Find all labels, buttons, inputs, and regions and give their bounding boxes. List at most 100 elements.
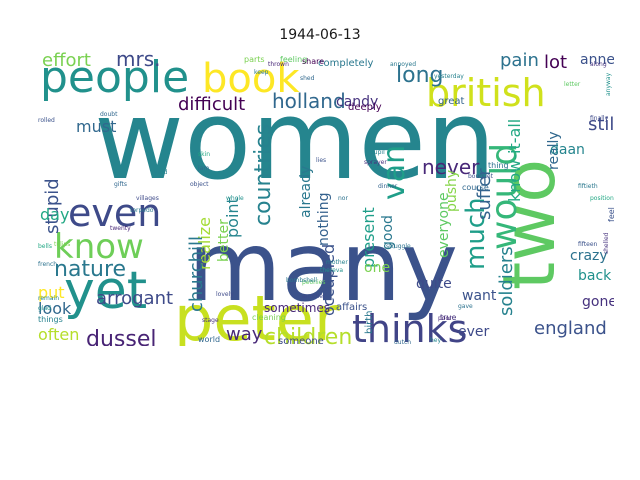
word-completely: completely xyxy=(318,58,373,69)
word-yard: yard xyxy=(154,169,168,176)
word-pushy: pushy xyxy=(444,170,460,212)
word-world: world xyxy=(198,335,220,344)
word-want: want xyxy=(462,288,497,304)
word-everyone: everyone xyxy=(436,192,452,258)
word-true: true xyxy=(440,313,456,322)
word-suffer: suffer xyxy=(474,168,495,220)
word-much: much xyxy=(461,197,491,270)
word-one: one xyxy=(364,260,390,276)
word-people: people xyxy=(40,52,189,103)
word-feel: feel xyxy=(607,207,614,222)
word-england: england xyxy=(534,318,607,339)
word-never: never xyxy=(422,155,480,179)
word-fifteen: fifteen xyxy=(578,241,598,248)
word-still: still xyxy=(588,114,614,135)
word-crazy: crazy xyxy=(570,248,608,264)
word-british: british xyxy=(426,71,546,115)
word-difficult: difficult xyxy=(178,94,245,115)
word-gone: gone xyxy=(582,294,614,310)
word-nor: nor xyxy=(338,195,348,202)
word-cloud: women many two peter people book british yet thi… xyxy=(38,50,614,346)
word-women: women xyxy=(94,76,496,204)
word-great: great xyxy=(438,96,465,107)
word-really: really xyxy=(546,131,562,170)
word-shelled: shelled xyxy=(603,232,610,254)
word-would: would xyxy=(484,143,525,250)
word-mother: mother xyxy=(326,259,348,266)
word-deeply: deeply xyxy=(348,102,382,113)
word-effort: effort xyxy=(42,50,91,71)
word-torpedo: torpedo xyxy=(130,207,154,214)
word-quite: quite xyxy=(416,276,452,292)
word-struggle: struggle xyxy=(386,243,411,250)
word-keep: keep xyxy=(254,69,269,76)
word-rolled: rolled xyxy=(38,117,55,124)
word-bouquet: bouquet xyxy=(468,173,494,180)
word-arrogant: arrogant xyxy=(96,288,173,309)
word-lovely: lovely xyxy=(216,291,234,298)
word-remain: remain xyxy=(38,295,59,302)
word-put: put xyxy=(38,283,65,302)
word-already: already xyxy=(298,166,314,218)
word-know: know xyxy=(54,227,144,267)
word-fiftieth: fiftieth xyxy=(578,183,598,190)
word-jam: jam xyxy=(197,165,209,172)
word-annoyed: annoyed xyxy=(390,61,416,68)
word-point: point xyxy=(223,197,242,238)
word-daan: daan xyxy=(550,142,585,158)
word-cleaning: cleaning xyxy=(252,313,286,322)
word-nature: nature xyxy=(54,257,126,282)
word-position: position xyxy=(590,195,614,202)
word-even: even xyxy=(68,191,161,235)
word-ever: ever xyxy=(458,324,490,340)
word-van: van xyxy=(377,145,412,200)
word-bombshell: bombshell xyxy=(286,277,317,284)
word-gave: gave xyxy=(458,303,473,310)
word-lies: lies xyxy=(316,157,326,164)
word-pupil: pupil xyxy=(370,149,385,156)
word-things: things xyxy=(38,315,63,324)
word-along: along xyxy=(590,61,607,68)
word-annex: annex xyxy=(580,52,614,68)
word-often: often xyxy=(38,325,79,344)
word-thrown: thrown xyxy=(268,61,289,68)
word-bells: bells xyxy=(38,243,52,250)
word-nothing: nothing xyxy=(316,193,332,246)
word-another: another xyxy=(302,293,326,300)
word-thereva: thereva xyxy=(320,267,343,274)
word-dussel: dussel xyxy=(86,327,156,346)
word-know-it-all: know-it-all xyxy=(505,119,524,202)
word-way: way xyxy=(226,324,263,345)
word-hey: hey xyxy=(430,337,441,344)
word-yesterday: yesterday xyxy=(434,73,464,80)
word-anyway: anyway xyxy=(605,72,612,96)
word-poor: poor xyxy=(438,315,452,322)
word-lot: lot xyxy=(544,52,567,73)
word-finally: finally xyxy=(590,115,609,122)
word-yet: yet xyxy=(64,261,147,321)
word-tulips: tulips xyxy=(54,241,70,248)
word-day: day xyxy=(40,205,69,224)
word-holland: holland xyxy=(272,89,346,113)
word-must: must xyxy=(76,117,116,136)
word-parts: parts xyxy=(244,55,265,64)
word-thinks: thinks xyxy=(352,307,467,346)
word-sprayer: sprayer xyxy=(364,159,387,166)
word-peonies: peonies xyxy=(302,279,325,286)
word-book: book xyxy=(202,56,300,102)
word-villages: villages xyxy=(136,195,159,202)
word-children: children xyxy=(264,325,352,346)
word-share: share xyxy=(302,57,324,66)
word-candy: candy xyxy=(336,94,378,110)
word-course: course xyxy=(462,183,489,192)
word-two: two xyxy=(487,159,571,290)
word-stupid: stupid xyxy=(42,178,63,234)
word-affairs: affairs xyxy=(336,302,367,313)
word-thing: thing xyxy=(488,161,509,170)
word-occupied: occupied xyxy=(319,244,338,316)
word-glad: glad xyxy=(38,305,51,312)
word-mrs: mrs. xyxy=(116,50,160,71)
word-present: present xyxy=(359,207,378,268)
word-look: look xyxy=(38,299,72,318)
